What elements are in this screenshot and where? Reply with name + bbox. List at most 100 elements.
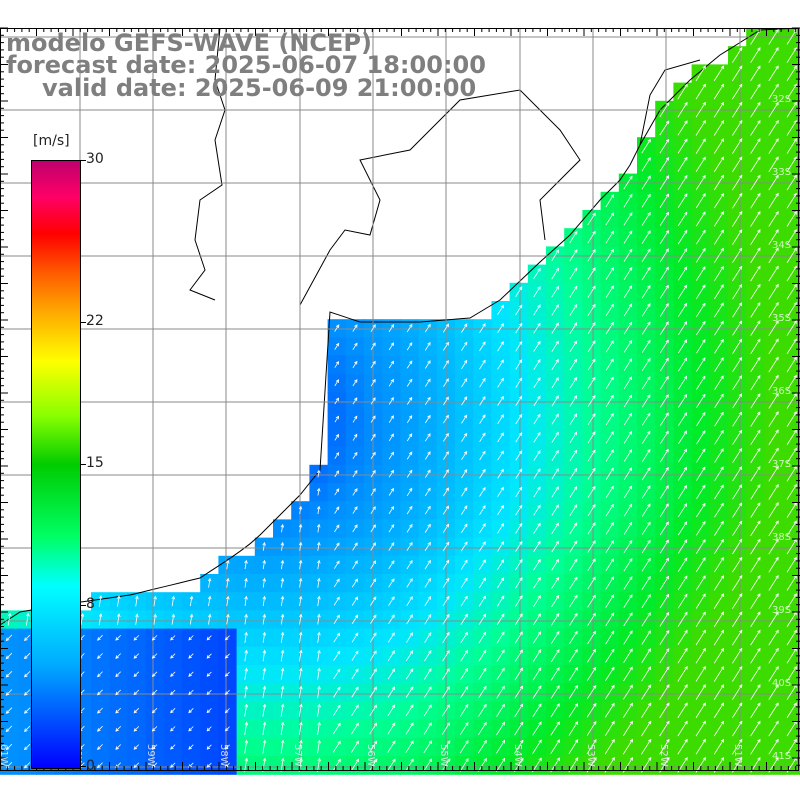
- wind-arrow: [424, 487, 431, 497]
- wind-arrow: [479, 414, 486, 424]
- wind-speed-cell: [655, 301, 674, 320]
- wind-speed-cell: [509, 719, 529, 739]
- wind-speed-cell: [637, 555, 656, 575]
- wind-arrow: [443, 396, 449, 406]
- wind-speed-cell: [709, 628, 729, 648]
- wind-speed-cell: [418, 355, 438, 375]
- wind-arrow: [188, 671, 194, 677]
- wind-arrow: [678, 448, 688, 463]
- wind-arrow: [170, 726, 176, 732]
- wind-speed-cell: [382, 537, 401, 557]
- wind-arrow: [678, 430, 688, 445]
- wind-arrow: [351, 614, 359, 625]
- wind-arrow: [732, 647, 743, 664]
- wind-arrow: [659, 666, 670, 682]
- wind-speed-cell: [709, 64, 729, 84]
- wind-arrow: [135, 595, 139, 607]
- wind-speed-cell: [637, 646, 656, 666]
- wind-speed-cell: [418, 646, 438, 666]
- wind-speed-cell: [637, 519, 656, 539]
- wind-speed-cell: [382, 574, 401, 593]
- wind-speed-cell: [728, 628, 747, 648]
- colorbar-tick-label: 8: [86, 596, 95, 613]
- wind-arrow: [262, 595, 267, 607]
- wind-arrow: [605, 612, 615, 627]
- wind-arrow: [441, 758, 451, 772]
- wind-speed-cell: [509, 337, 529, 357]
- wind-arrow: [768, 702, 779, 719]
- wind-speed-cell: [527, 628, 547, 648]
- wind-arrow: [696, 320, 706, 336]
- wind-speed-cell: [491, 683, 511, 702]
- wind-speed-cell: [418, 555, 438, 575]
- wind-speed-cell: [455, 537, 474, 557]
- wind-arrow: [387, 668, 395, 680]
- wind-arrow: [5, 652, 13, 660]
- wind-arrow: [388, 487, 394, 496]
- wind-arrow: [405, 686, 414, 698]
- wind-arrow: [423, 722, 432, 735]
- wind-arrow: [786, 28, 797, 45]
- wind-speed-cell: [764, 119, 784, 138]
- wind-arrow: [659, 211, 669, 226]
- wind-speed-cell: [491, 501, 511, 520]
- wind-arrow: [569, 504, 578, 516]
- wind-speed-cell: [746, 628, 765, 648]
- wind-speed-cell: [327, 501, 347, 520]
- wind-speed-cell: [600, 519, 620, 539]
- wind-speed-cell: [728, 301, 747, 320]
- wind-arrow: [659, 448, 669, 463]
- wind-arrow: [605, 594, 615, 608]
- wind-speed-cell: [509, 737, 529, 757]
- wind-arrow: [750, 356, 761, 373]
- wind-arrow: [604, 702, 615, 718]
- wind-speed-cell: [764, 719, 784, 739]
- wind-arrow: [24, 762, 31, 769]
- wind-speed-cell: [473, 592, 492, 611]
- wind-arrow: [424, 668, 432, 680]
- wind-speed-cell: [527, 410, 547, 429]
- wind-speed-cell: [327, 373, 347, 393]
- wind-speed-cell: [491, 337, 511, 357]
- wind-arrow: [641, 285, 651, 299]
- wind-arrow: [714, 338, 724, 354]
- wind-arrow: [133, 707, 140, 714]
- wind-speed-cell: [127, 701, 147, 721]
- wind-arrow: [461, 323, 468, 333]
- wind-speed-cell: [546, 610, 565, 630]
- wind-arrow: [461, 468, 468, 479]
- wind-speed-cell: [218, 683, 238, 702]
- wind-arrow: [479, 468, 486, 479]
- wind-speed-cell: [637, 610, 656, 630]
- wind-arrow: [605, 376, 614, 389]
- wind-speed-cell: [764, 191, 784, 211]
- wind-speed-cell: [564, 574, 583, 593]
- wind-speed-cell: [582, 574, 602, 593]
- wind-arrow: [5, 725, 13, 733]
- wind-arrow: [659, 284, 669, 299]
- wind-arrow: [569, 576, 578, 590]
- wind-speed-cell: [327, 483, 347, 502]
- wind-arrow: [479, 341, 486, 352]
- wind-arrow: [677, 647, 688, 664]
- wind-speed-cell: [546, 483, 565, 502]
- wind-speed-cell: [655, 555, 674, 575]
- wind-speed-cell: [764, 228, 784, 247]
- wind-speed-cell: [637, 446, 656, 466]
- wind-arrow: [568, 757, 579, 773]
- wind-arrow: [659, 611, 670, 627]
- wind-speed-cell: [582, 228, 602, 247]
- wind-arrow: [551, 504, 559, 516]
- wind-arrow: [497, 504, 504, 516]
- wind-arrow: [714, 393, 724, 409]
- wind-arrow: [750, 665, 761, 682]
- wind-arrow: [587, 558, 596, 572]
- wind-speed-cell: [473, 574, 492, 593]
- wind-arrow: [605, 648, 615, 663]
- wind-arrow: [678, 394, 688, 408]
- wind-speed-cell: [764, 64, 784, 84]
- wind-speed-cell: [345, 537, 365, 557]
- wind-speed-cell: [728, 592, 747, 611]
- wind-arrow: [244, 757, 249, 772]
- wind-speed-cell: [382, 592, 401, 611]
